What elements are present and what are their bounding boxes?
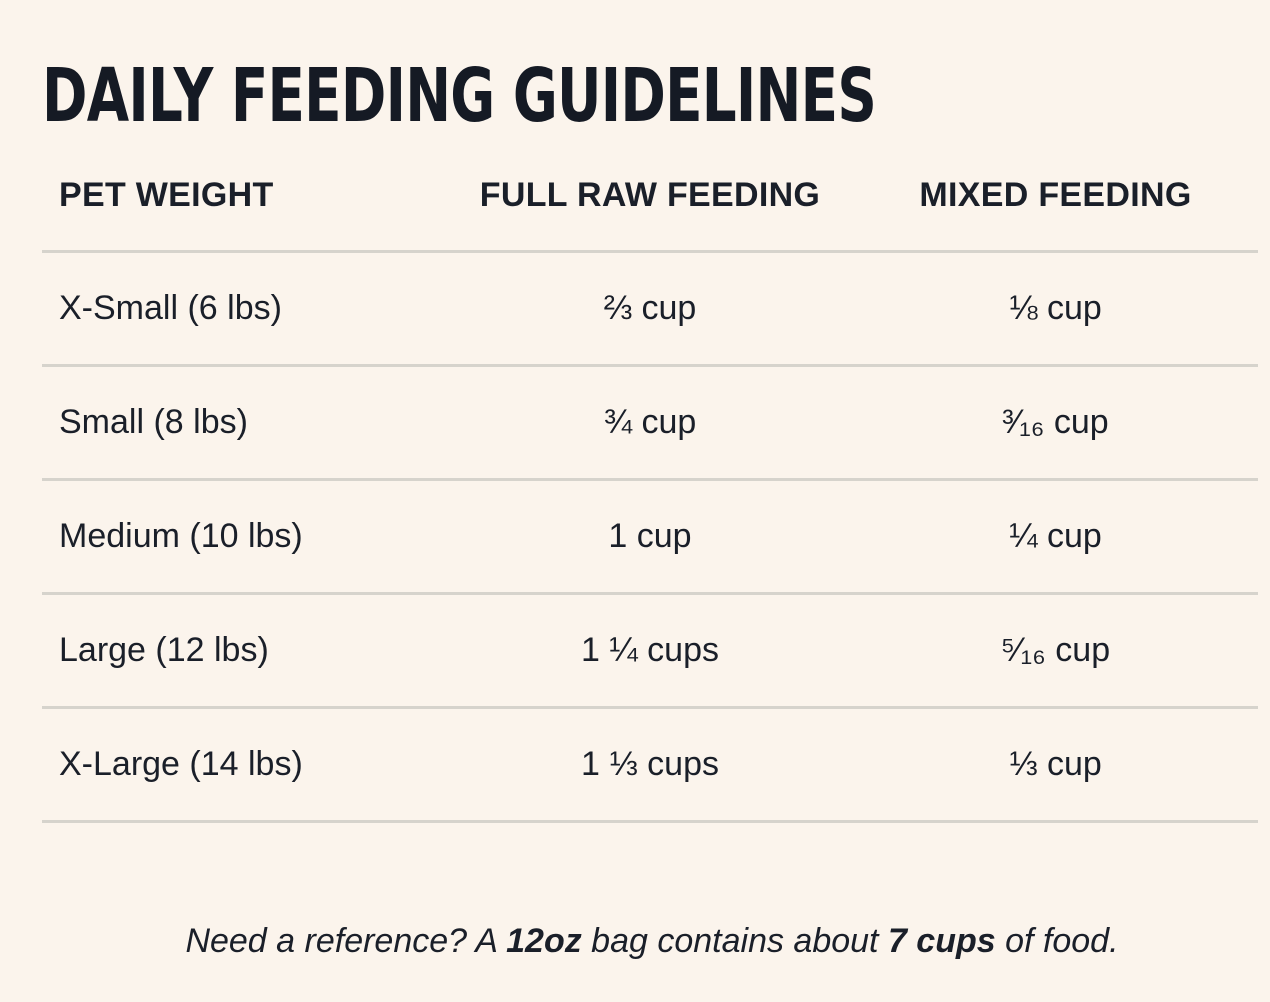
reference-footnote: Need a reference? A 12oz bag contains ab… [0,922,1270,961]
mixed-feeding-cell: ⅓ cup [1009,745,1102,783]
footnote-text: of food. [995,922,1119,960]
pet-weight-cell: Medium (10 lbs) [59,517,303,555]
full-raw-feeding-cell: ⅔ cup [603,289,697,327]
full-raw-feeding-cell: ¾ cup [603,403,697,441]
pet-weight-cell: X-Large (14 lbs) [59,745,303,783]
full-raw-feeding-cell: 1 cup [608,517,692,555]
page-title: Daily Feeding Guidelines [42,53,877,139]
pet-weight-cell: Small (8 lbs) [59,403,248,441]
full-raw-feeding-cell: 1 ⅓ cups [581,745,719,783]
footnote-bag-size: 12oz [506,922,582,960]
mixed-feeding-cell: ³⁄₁₆ cup [1002,403,1109,441]
mixed-feeding-cell: ¼ cup [1009,517,1102,555]
footnote-text: Need a reference? A [185,922,507,960]
mixed-feeding-cell: ⁵⁄₁₆ cup [1000,631,1111,669]
footnote-text: bag contains about [581,922,888,960]
footnote-cup-count: 7 cups [887,922,996,960]
table-row: Large (12 lbs) 1 ¼ cups ⁵⁄₁₆ cup [42,595,1258,709]
table-row: X-Large (14 lbs) 1 ⅓ cups ⅓ cup [42,709,1258,823]
table-row: Small (8 lbs) ¾ cup ³⁄₁₆ cup [42,367,1258,481]
column-header-mixed-feeding: MIXED FEEDING [919,175,1192,214]
table-row: Medium (10 lbs) 1 cup ¼ cup [42,481,1258,595]
column-header-full-raw-feeding: FULL RAW FEEDING [479,175,821,214]
table-header-row: PET WEIGHT FULL RAW FEEDING MIXED FEEDIN… [42,140,1258,253]
mixed-feeding-cell: ⅛ cup [1009,289,1102,327]
full-raw-feeding-cell: 1 ¼ cups [581,631,719,669]
table-row: X-Small (6 lbs) ⅔ cup ⅛ cup [42,253,1258,367]
pet-weight-cell: X-Small (6 lbs) [59,289,282,327]
column-header-pet-weight: PET WEIGHT [59,175,274,214]
pet-weight-cell: Large (12 lbs) [59,631,269,669]
feeding-table: PET WEIGHT FULL RAW FEEDING MIXED FEEDIN… [42,140,1258,823]
